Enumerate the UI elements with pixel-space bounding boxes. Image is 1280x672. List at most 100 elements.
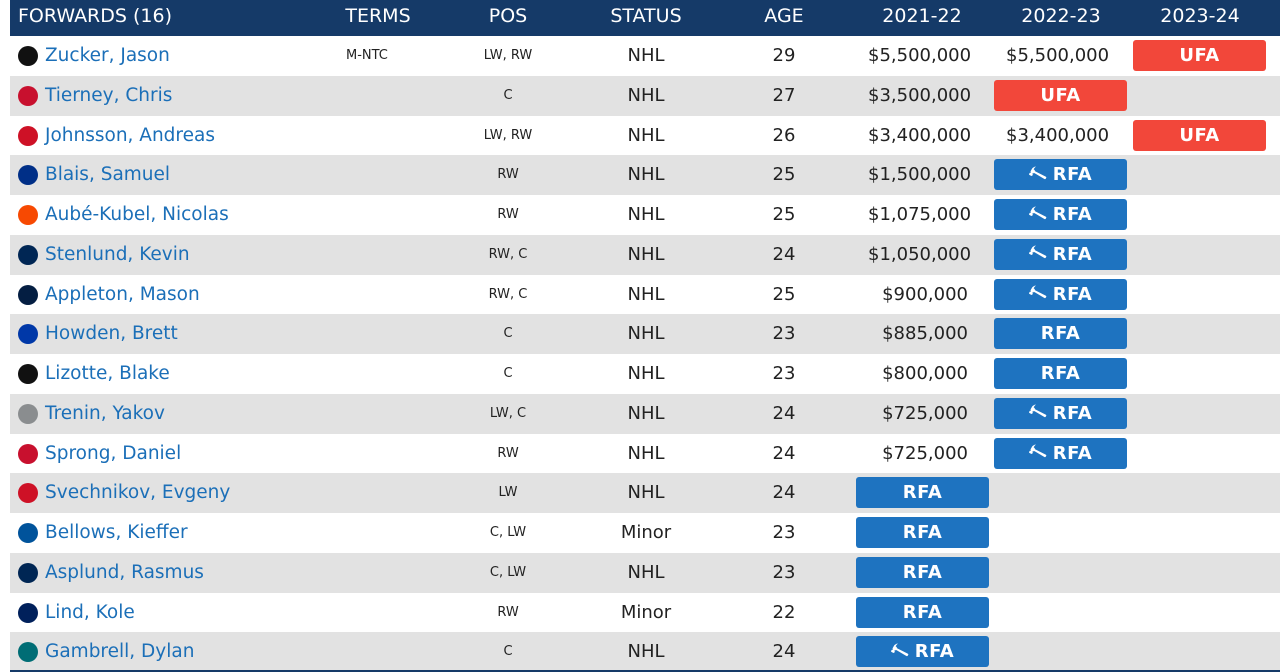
player-name-link[interactable]: Howden, Brett: [45, 323, 178, 345]
player-age: 23: [772, 561, 796, 583]
table-row: Svechnikov, Evgeny LW NHL 24 RFA: [10, 473, 1280, 513]
rfa-badge: 🔨 RFA: [994, 397, 1127, 429]
player-age: 24: [772, 442, 796, 464]
player-age: 25: [772, 204, 796, 225]
table-row: Howden, Brett C NHL 23 $885,000 RFA: [10, 314, 1280, 354]
salary-2022-23: $3,400,000: [1006, 124, 1110, 146]
player-name-link[interactable]: Zucker, Jason: [45, 45, 170, 66]
table-row: Aubé-Kubel, Nicolas RW NHL 25 $1,075,000 🔨 RFA: [10, 195, 1280, 235]
player-status: NHL: [627, 442, 665, 464]
badge-label: RFA: [914, 641, 955, 663]
badge-label: RFA: [902, 522, 943, 543]
position: RW: [497, 445, 519, 461]
rfa-badge: 🔨 RFA: [994, 278, 1127, 310]
salary-2021-22: $725,000: [882, 402, 968, 424]
player-name-link[interactable]: Stenlund, Kevin: [45, 243, 190, 265]
gavel-icon: 🔨: [1026, 442, 1049, 464]
col-status[interactable]: STATUS: [610, 5, 682, 27]
col-pos[interactable]: POS: [488, 5, 528, 27]
gavel-icon: 🔨: [1026, 203, 1049, 226]
blue-jackets-logo-icon: [18, 244, 38, 265]
badge-label: RFA: [902, 561, 943, 583]
badge-label: RFA: [1040, 363, 1081, 384]
table-row: Blais, Samuel RW NHL 25 $1,500,000 🔨 RFA: [10, 155, 1280, 195]
col-2023-24[interactable]: 2023-24: [1160, 5, 1240, 27]
player-status: NHL: [627, 283, 665, 305]
player-name-link[interactable]: Aubé-Kubel, Nicolas: [45, 204, 229, 225]
player-age: 24: [772, 641, 796, 663]
player-status: Minor: [620, 522, 672, 543]
col-age[interactable]: AGE: [764, 5, 804, 27]
badge-label: UFA: [1179, 45, 1220, 66]
player-name-link[interactable]: Gambrell, Dylan: [45, 641, 195, 663]
player-status: NHL: [627, 323, 665, 345]
rfa-badge: 🔨 RFA: [994, 238, 1127, 270]
player-status: NHL: [627, 482, 665, 504]
salary-2021-22: $800,000: [882, 363, 968, 384]
salary-2022-23: $5,500,000: [1006, 45, 1110, 66]
player-name-link[interactable]: Asplund, Rasmus: [45, 561, 204, 583]
player-age: 23: [772, 323, 796, 345]
player-name-link[interactable]: Sprong, Daniel: [45, 442, 182, 464]
player-status: NHL: [627, 164, 665, 186]
rfa-badge: RFA: [856, 596, 989, 628]
ufa-badge: UFA: [994, 79, 1127, 111]
position: C: [503, 644, 513, 660]
rfa-badge: RFA: [994, 318, 1127, 350]
col-2022-23[interactable]: 2022-23: [1021, 5, 1101, 27]
player-status: NHL: [627, 641, 665, 663]
salary-2022-23: [1006, 513, 1106, 553]
salary-2021-22: $900,000: [882, 283, 968, 305]
player-age: 24: [772, 402, 796, 424]
table-row: Johnsson, Andreas LW, RW NHL 26 $3,400,000 $3…: [10, 115, 1280, 156]
player-name-link[interactable]: Bellows, Kieffer: [45, 522, 188, 543]
col-2021-22[interactable]: 2021-22: [882, 5, 962, 27]
player-name-link[interactable]: Tierney, Chris: [45, 84, 173, 106]
player-name-link[interactable]: Lind, Kole: [45, 601, 135, 623]
table-row: Lind, Kole RW Minor 22 RFA: [10, 592, 1280, 633]
salary-2021-22: $1,050,000: [868, 243, 972, 265]
player-age: 23: [772, 522, 796, 543]
player-name-link[interactable]: Johnsson, Andreas: [45, 124, 215, 146]
position: RW, C: [488, 286, 528, 302]
player-status: NHL: [627, 243, 665, 265]
salary-2021-22: $725,000: [882, 442, 968, 464]
player-age: 29: [772, 45, 796, 66]
salary-2022-23: [1006, 473, 1106, 513]
player-name-link[interactable]: Trenin, Yakov: [45, 402, 165, 424]
badge-label: RFA: [1040, 323, 1081, 345]
player-name-link[interactable]: Appleton, Mason: [45, 283, 200, 305]
badge-label: RFA: [902, 482, 943, 504]
penguins-logo-icon: [18, 46, 38, 66]
predators-logo-icon: [18, 403, 38, 424]
player-age: 26: [772, 124, 796, 146]
player-status: NHL: [627, 45, 665, 66]
table-bottom-border: [10, 670, 1280, 672]
position: LW, C: [489, 405, 527, 421]
rfa-badge: RFA: [856, 477, 989, 509]
gavel-icon: 🔨: [1026, 283, 1049, 305]
rfa-badge: 🔨 RFA: [994, 159, 1127, 191]
position: C: [503, 326, 513, 342]
player-name-link[interactable]: Svechnikov, Evgeny: [45, 482, 231, 504]
kings-logo-icon: [18, 364, 38, 384]
player-age: 24: [772, 243, 796, 265]
salary-2022-23: [1006, 553, 1106, 593]
col-terms[interactable]: TERMS: [345, 5, 411, 27]
player-name-link[interactable]: Lizotte, Blake: [45, 363, 170, 384]
player-status: Minor: [620, 601, 672, 623]
salary-2021-22: $3,500,000: [868, 84, 972, 106]
player-age: 24: [772, 482, 796, 504]
table-body: Zucker, Jason M-NTC LW, RW NHL 29 $5,500,000 $…: [10, 36, 1280, 672]
salary-2021-22: $5,500,000: [868, 45, 972, 66]
badge-label: RFA: [902, 601, 943, 623]
table-row: Tierney, Chris C NHL 27 $3,500,000 UFA: [10, 75, 1280, 116]
player-status: NHL: [627, 402, 665, 424]
badge-label: RFA: [1052, 204, 1093, 225]
blues-logo-icon: [18, 165, 38, 186]
player-status: NHL: [627, 204, 665, 225]
player-name-link[interactable]: Blais, Samuel: [45, 164, 171, 186]
table-row: Zucker, Jason M-NTC LW, RW NHL 29 $5,500,000 $…: [10, 36, 1280, 76]
jets-logo-icon: [18, 284, 38, 305]
table-row: Bellows, Kieffer C, LW Minor 23 RFA: [10, 513, 1280, 553]
